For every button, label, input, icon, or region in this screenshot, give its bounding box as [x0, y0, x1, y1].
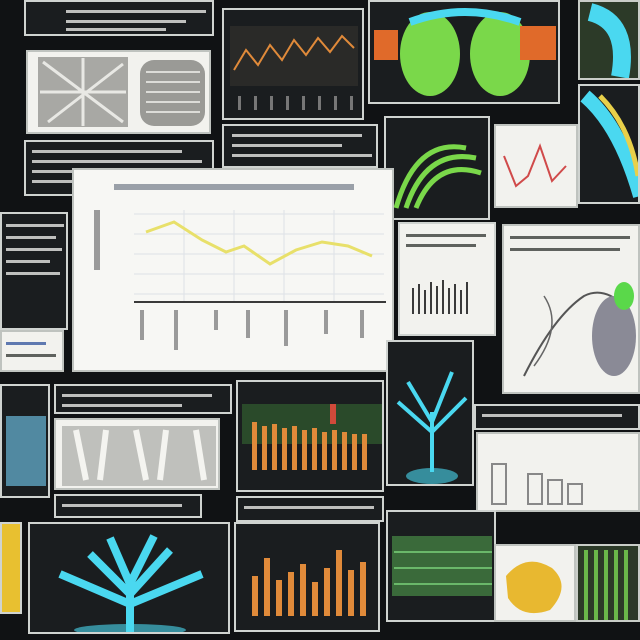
collage-tile-cyan-tree-large [28, 522, 230, 634]
coil-illustration [393, 144, 482, 209]
collage-tile-text-right-band [474, 404, 640, 430]
collage-tile-cyan-tree-small [386, 340, 474, 486]
collage-tile-orange-bars-top [236, 380, 384, 492]
collage-tile-yellow-shape [494, 544, 576, 622]
collage-tile-gray-boxes-chart [476, 432, 640, 512]
collage-tile-orange-bars-bottom [234, 522, 380, 632]
collage-tile-yellow-left [0, 522, 22, 614]
collage-tile-fabric-scan [26, 50, 211, 134]
collage-tile-small-line-chart [494, 124, 578, 208]
orange-bar-chart [242, 404, 382, 470]
small-line-chart [503, 143, 567, 188]
green-panel-illustration [392, 536, 492, 596]
green-stripes [584, 550, 628, 620]
collage-tile-text-top-left [24, 0, 214, 36]
collage-tile-bw-folds [54, 418, 220, 490]
collage-tile-text-bottom-center [236, 496, 384, 522]
folds-illustration [62, 426, 216, 486]
collage-tile-blue-caption-left [0, 330, 64, 372]
collage-tile-cyan-yellow-right [578, 84, 640, 204]
collage-tile-green-stripes [576, 544, 640, 622]
collage-tile-cyan-top-right [578, 0, 640, 80]
collage-tile-text-title-band [54, 384, 232, 414]
cyan-shape [587, 3, 631, 78]
barcode-bars [412, 280, 468, 314]
collage-tile-barcode-chart [398, 222, 496, 336]
cyan-box [6, 416, 46, 486]
collage-tile-text-left-column [0, 212, 68, 330]
gray-box-chart [491, 463, 583, 505]
sketch-illustration [523, 282, 636, 377]
collage-tile-line-chart-dark [222, 8, 364, 120]
cyan-tree-large [58, 534, 204, 632]
yellow-shape [506, 561, 562, 614]
collage-tile-green-panel [386, 510, 496, 622]
collage-tile-green-coil [384, 116, 490, 220]
cyan-tree-small [396, 371, 468, 484]
collage-tile-text-caption [222, 124, 378, 168]
collage-tile-sketch-bird [502, 224, 640, 394]
fabric-scan-illustration [38, 57, 205, 127]
dark-line-chart [230, 26, 358, 110]
shell-illustration [374, 8, 556, 96]
collage-tile-cyan-box-left [0, 384, 50, 498]
collage-tile-central-line-chart [72, 168, 394, 372]
collage-tile-text-bottom-caption [54, 494, 202, 518]
cyan-yellow-shape [580, 90, 638, 198]
central-line-chart [94, 184, 386, 350]
collage-tile-green-orange-shells [368, 0, 560, 104]
orange-bar-chart-bottom [252, 550, 366, 616]
